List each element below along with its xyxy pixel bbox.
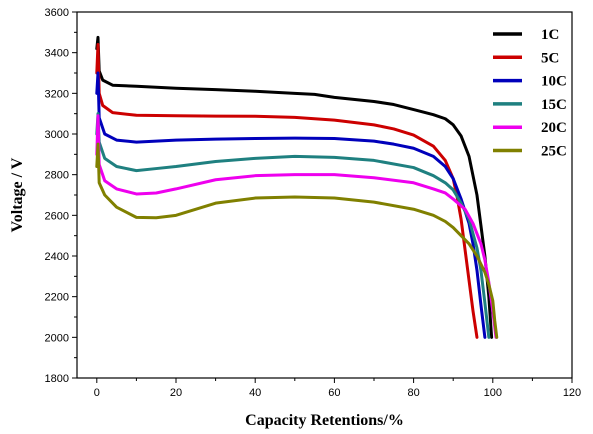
- y-tick-label: 2400: [45, 251, 69, 263]
- series-line-5c: [95, 43, 479, 339]
- series-line-1c: [95, 35, 494, 339]
- series-line-15c: [95, 112, 491, 339]
- y-tick-label: 1800: [45, 373, 69, 385]
- x-tick-label: 40: [249, 387, 261, 399]
- y-tick-label: 3000: [45, 129, 69, 141]
- x-tick-label: 80: [407, 387, 419, 399]
- y-tick-label: 2000: [45, 332, 69, 344]
- y-tick-label: 3400: [45, 48, 69, 60]
- x-tick-label: 0: [94, 387, 100, 399]
- series-line-20c: [95, 114, 498, 339]
- y-tick-label: 3200: [45, 88, 69, 100]
- legend-label-10c: 10C: [541, 74, 567, 90]
- legend: 1C 5C 10C 15C 20C 25C: [493, 27, 567, 160]
- x-axis-title: Capacity Retentions/%: [245, 412, 404, 429]
- ticks-layer: 0 20 40 60 80 100 120 1800 2000 2200 2400 2600 2800 3…: [45, 7, 582, 399]
- y-axis-title: Voltage / V: [9, 157, 26, 232]
- legend-label-1c: 1C: [541, 27, 559, 43]
- x-tick-label: 120: [563, 387, 581, 399]
- series-line-25c: [95, 142, 499, 339]
- x-tick-label: 60: [328, 387, 340, 399]
- y-tick-label: 3600: [45, 7, 69, 19]
- legend-label-15c: 15C: [541, 97, 567, 113]
- legend-label-20c: 20C: [541, 120, 567, 136]
- x-tick-label: 20: [170, 387, 182, 399]
- y-tick-label: 2600: [45, 210, 69, 222]
- legend-label-5c: 5C: [541, 50, 559, 66]
- y-tick-label: 2200: [45, 292, 69, 304]
- y-tick-label: 2800: [45, 170, 69, 182]
- legend-label-25c: 25C: [541, 144, 567, 160]
- plot-frame: [76, 11, 573, 379]
- series-layer: [95, 35, 499, 339]
- x-tick-label: 100: [484, 387, 502, 399]
